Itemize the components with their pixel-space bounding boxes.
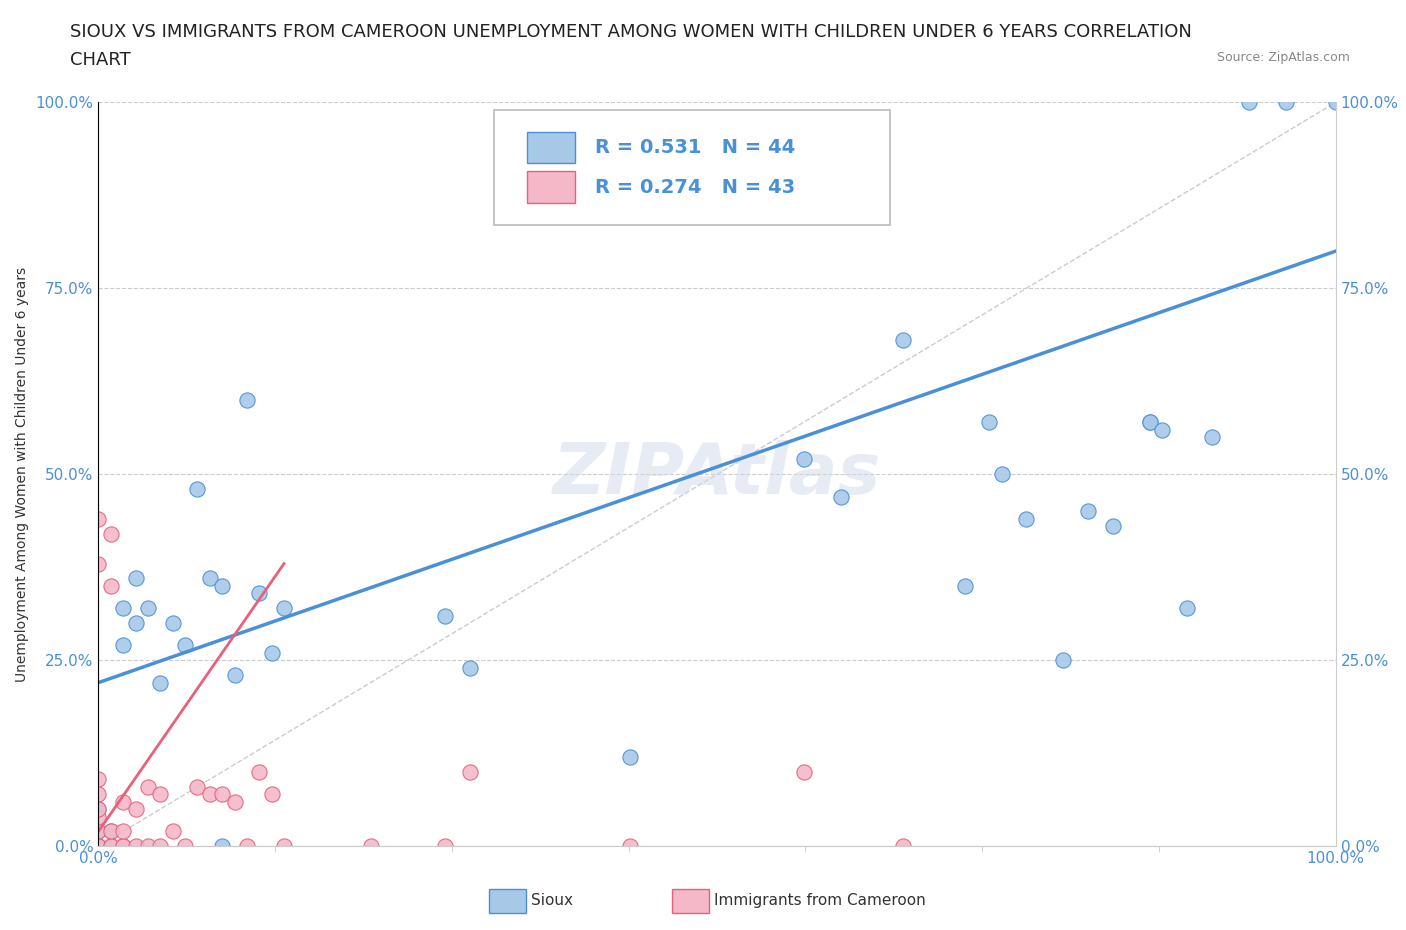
Point [1139, 415, 1161, 430]
Point [100, 839, 122, 854]
Point [112, 839, 135, 854]
Point [619, 750, 641, 764]
Point [100, 578, 122, 593]
Point [224, 668, 246, 683]
Point [87, 839, 110, 854]
Point [793, 764, 815, 779]
Point [619, 839, 641, 854]
Point [198, 787, 221, 802]
Point [1139, 415, 1161, 430]
Point [1175, 601, 1198, 616]
Text: Sioux: Sioux [531, 893, 574, 908]
Text: R = 0.531   N = 44: R = 0.531 N = 44 [595, 139, 794, 157]
Point [112, 601, 135, 616]
Point [360, 839, 382, 854]
Point [1052, 653, 1074, 668]
Point [124, 571, 146, 586]
Point [112, 794, 135, 809]
Point [124, 802, 146, 817]
Point [87, 824, 110, 839]
Point [87, 512, 110, 526]
Point [247, 764, 270, 779]
Point [953, 578, 976, 593]
Point [87, 839, 110, 854]
Point [979, 415, 1001, 430]
Point [891, 839, 914, 854]
Point [236, 392, 259, 407]
Point [273, 839, 295, 854]
Point [112, 824, 135, 839]
Point [87, 809, 110, 824]
Point [100, 526, 122, 541]
Point [149, 787, 172, 802]
Point [1152, 422, 1174, 437]
Point [458, 660, 481, 675]
FancyBboxPatch shape [526, 171, 575, 203]
Point [149, 675, 172, 690]
Point [112, 638, 135, 653]
Point [162, 824, 184, 839]
Point [1077, 504, 1099, 519]
Text: R = 0.274   N = 43: R = 0.274 N = 43 [595, 178, 794, 196]
Point [433, 608, 456, 623]
Text: ZIPAtlas: ZIPAtlas [553, 440, 882, 509]
Text: SIOUX VS IMMIGRANTS FROM CAMEROON UNEMPLOYMENT AMONG WOMEN WITH CHILDREN UNDER 6: SIOUX VS IMMIGRANTS FROM CAMEROON UNEMPL… [70, 23, 1192, 41]
Point [186, 482, 208, 497]
Point [87, 839, 110, 854]
Point [891, 333, 914, 348]
Point [174, 638, 197, 653]
Point [87, 839, 110, 854]
Point [186, 779, 208, 794]
Point [458, 764, 481, 779]
Point [87, 824, 110, 839]
Point [112, 839, 135, 854]
Point [260, 645, 283, 660]
Point [87, 802, 110, 817]
Point [162, 616, 184, 631]
Point [273, 601, 295, 616]
Point [224, 794, 246, 809]
Point [87, 772, 110, 787]
FancyBboxPatch shape [495, 110, 890, 225]
Point [1275, 95, 1298, 110]
Point [149, 839, 172, 854]
Point [211, 578, 233, 593]
Point [433, 839, 456, 854]
Point [100, 824, 122, 839]
Text: Immigrants from Cameroon: Immigrants from Cameroon [714, 893, 927, 908]
Point [1102, 519, 1125, 534]
Point [1201, 430, 1223, 445]
Point [793, 452, 815, 467]
Text: Source: ZipAtlas.com: Source: ZipAtlas.com [1216, 51, 1350, 64]
Point [198, 571, 221, 586]
Point [990, 467, 1012, 482]
Point [830, 489, 852, 504]
Point [136, 839, 159, 854]
Point [136, 779, 159, 794]
Point [100, 824, 122, 839]
Point [87, 556, 110, 571]
Point [124, 839, 146, 854]
FancyBboxPatch shape [526, 132, 575, 164]
Y-axis label: Unemployment Among Women with Children Under 6 years: Unemployment Among Women with Children U… [14, 267, 28, 682]
Point [87, 839, 110, 854]
Point [236, 839, 259, 854]
Point [1237, 95, 1260, 110]
Point [87, 802, 110, 817]
Point [247, 586, 270, 601]
Point [260, 787, 283, 802]
Text: CHART: CHART [70, 51, 131, 69]
Point [100, 839, 122, 854]
Point [174, 839, 197, 854]
Point [1015, 512, 1038, 526]
Point [112, 839, 135, 854]
Point [136, 601, 159, 616]
Point [211, 787, 233, 802]
Point [100, 839, 122, 854]
Point [1324, 95, 1347, 110]
Point [87, 839, 110, 854]
Point [211, 839, 233, 854]
Point [124, 616, 146, 631]
Point [87, 787, 110, 802]
